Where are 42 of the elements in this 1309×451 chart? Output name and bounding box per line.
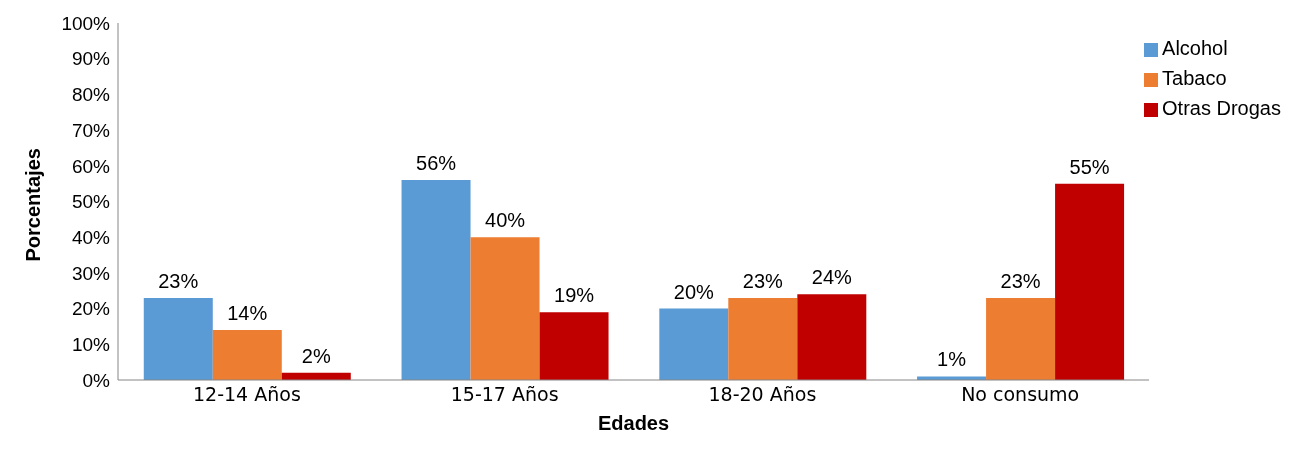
data-label: 55% xyxy=(1069,155,1110,178)
data-label: 40% xyxy=(485,209,526,232)
bar xyxy=(797,294,867,380)
y-tick-label: 90% xyxy=(71,48,111,70)
data-label: 23% xyxy=(742,269,784,292)
bar xyxy=(986,297,1056,380)
y-tick-label: 10% xyxy=(71,334,111,356)
y-tick-label: 50% xyxy=(71,191,111,213)
bar xyxy=(728,297,798,380)
bar xyxy=(539,312,609,380)
y-tick-label: 100% xyxy=(61,12,111,34)
x-tick-label: 12-14 Años xyxy=(192,383,301,406)
data-label: 23% xyxy=(158,269,199,292)
y-tick-label: 80% xyxy=(71,84,111,106)
bar xyxy=(659,308,729,380)
legend-label: Otras Drogas xyxy=(1162,97,1281,119)
bar xyxy=(1055,183,1125,380)
y-tick-label: 40% xyxy=(71,226,111,248)
data-label: 20% xyxy=(673,280,715,303)
y-tick-label: 0% xyxy=(82,369,111,391)
legend-label: Alcohol xyxy=(1162,37,1228,59)
y-tick-label: 30% xyxy=(71,262,111,284)
y-tick-label: 70% xyxy=(71,119,111,141)
y-axis-title: Porcentajes xyxy=(22,148,45,262)
y-tick-label: 60% xyxy=(71,155,111,177)
data-label: 23% xyxy=(1000,269,1041,292)
x-tick-label: 18-20 Años xyxy=(708,383,817,406)
data-label: 19% xyxy=(554,284,595,307)
legend-label: Tabaco xyxy=(1162,67,1227,89)
data-label: 2% xyxy=(301,344,331,367)
x-tick-label: 15-17 Años xyxy=(450,383,559,406)
y-tick-label: 20% xyxy=(71,298,111,320)
data-label: 14% xyxy=(227,302,268,325)
bar xyxy=(470,237,540,380)
x-tick-label: No consumo xyxy=(961,383,1080,406)
data-label: 1% xyxy=(937,348,967,371)
bar xyxy=(143,297,213,380)
x-axis-title: Edades xyxy=(597,412,670,434)
bar xyxy=(212,330,282,380)
data-label: 56% xyxy=(416,152,457,175)
bar xyxy=(401,180,471,380)
data-label: 24% xyxy=(811,266,853,289)
